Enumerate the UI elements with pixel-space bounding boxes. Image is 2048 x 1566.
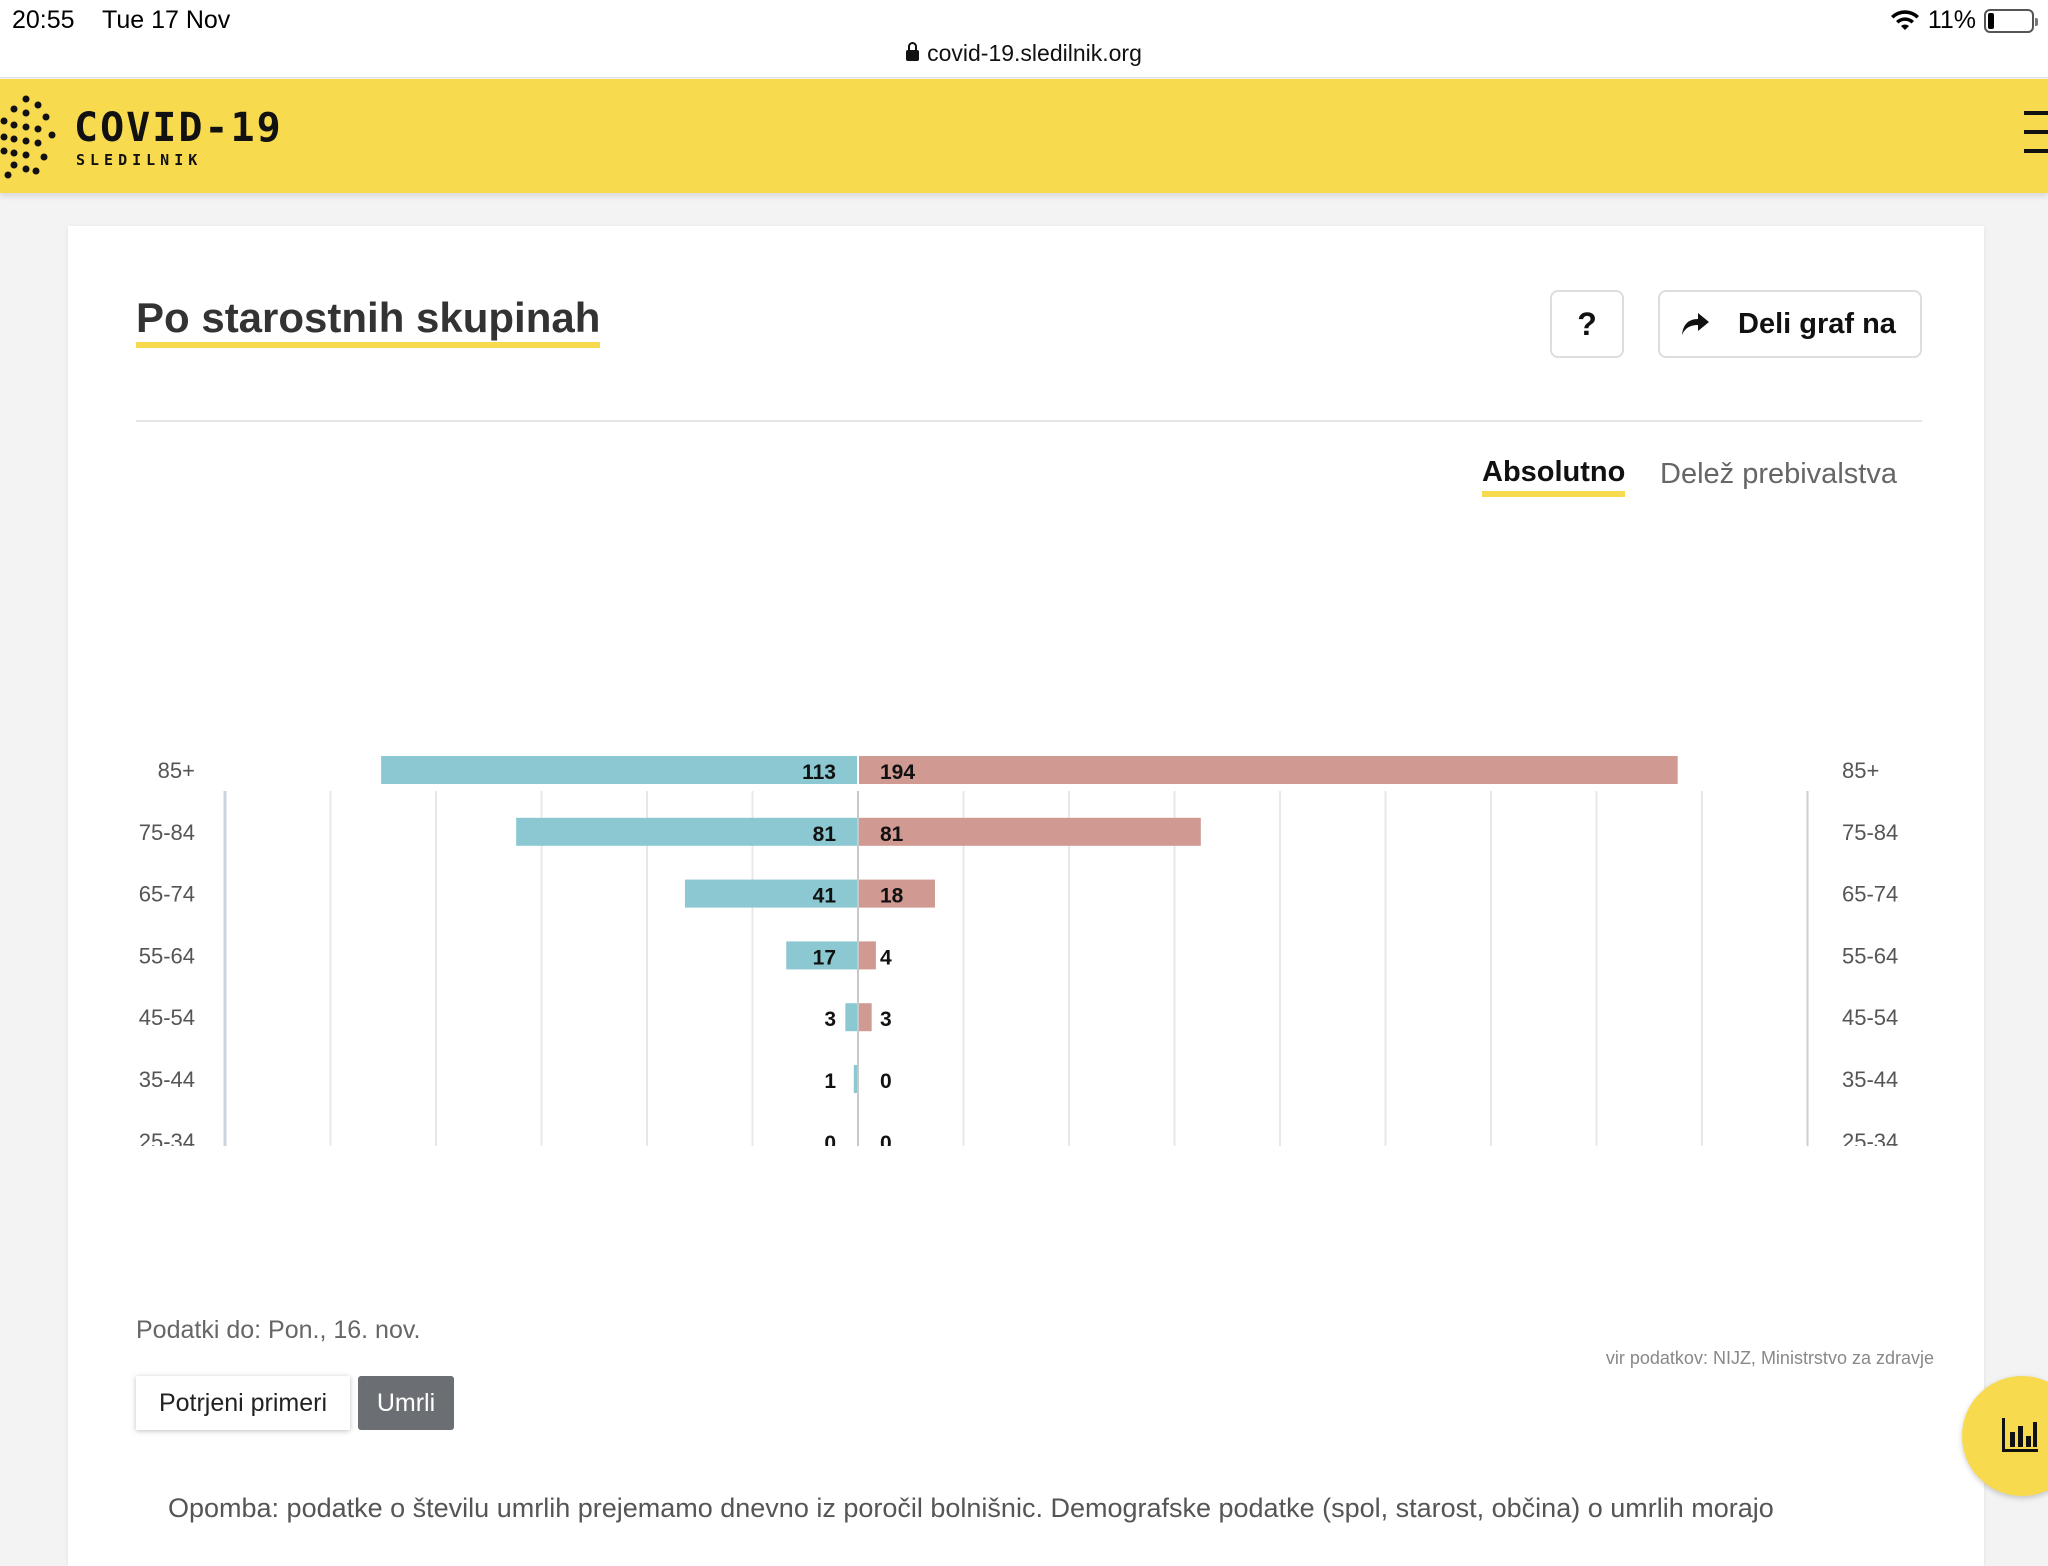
bar-moski	[381, 756, 857, 784]
url-text: covid-19.sledilnik.org	[927, 40, 1142, 66]
help-button[interactable]: ?	[1550, 290, 1624, 358]
y-tick-label-right: 75-84	[1842, 820, 1898, 845]
data-label-moski: 17	[813, 946, 836, 969]
battery-icon	[1984, 8, 2038, 33]
data-label-zenske: 194	[880, 761, 915, 784]
y-tick-label-left: 85+	[158, 758, 195, 783]
share-arrow-icon	[1682, 313, 1709, 335]
bar-moski	[516, 817, 857, 846]
bar-zenske	[859, 879, 935, 908]
data-label-moski: 81	[813, 823, 837, 846]
bar-moski	[786, 941, 857, 970]
data-label-moski: 113	[802, 761, 836, 784]
y-tick-label-right: 35-44	[1842, 1067, 1898, 1092]
data-label-zenske: 18	[880, 885, 904, 908]
logo-title[interactable]: COVID-19	[74, 105, 283, 151]
data-label-moski: 1	[824, 1070, 836, 1093]
y-tick-label-right: 55-64	[1842, 943, 1898, 968]
status-bar: 20:55 Tue 17 Nov 11% covid-19.sledilnik.…	[0, 0, 2048, 78]
status-time: 20:55	[12, 6, 75, 34]
bar-zenske	[859, 817, 1201, 846]
data-label-zenske: 0	[880, 1132, 892, 1146]
potrjeni-primeri-button[interactable]: Potrjeni primeri	[136, 1376, 350, 1430]
bar-zenske	[859, 941, 876, 970]
bar-moski	[845, 1003, 857, 1032]
lock-icon	[906, 42, 920, 61]
data-label-moski: 41	[813, 885, 837, 908]
menu-icon[interactable]	[2024, 111, 2048, 157]
url-bar[interactable]: covid-19.sledilnik.org	[0, 40, 2048, 67]
y-tick-label-right: 65-74	[1842, 882, 1898, 907]
data-label-moski: 3	[824, 1008, 836, 1031]
data-label-zenske: 3	[880, 1008, 892, 1031]
tab-delez-prebivalstva[interactable]: Delež prebivalstva	[1660, 458, 1897, 490]
bar-moski	[684, 879, 857, 908]
data-label-moski: 0	[824, 1132, 836, 1146]
card-title: Po starostnih skupinah	[136, 295, 601, 349]
bar-moski	[853, 1065, 857, 1093]
y-tick-label-right: 45-54	[1842, 1005, 1898, 1030]
data-label-zenske: 4	[880, 946, 892, 969]
y-tick-label-left: 45-54	[139, 1005, 195, 1030]
bar-zenske	[859, 1003, 872, 1032]
tab-absolutno[interactable]: Absolutno	[1482, 456, 1626, 497]
title-divider	[136, 420, 1922, 422]
y-tick-label-right: 85+	[1842, 758, 1879, 783]
chart-card: Po starostnih skupinah ? Deli graf na Ab…	[68, 226, 1984, 1566]
umrli-button[interactable]: Umrli	[358, 1376, 454, 1430]
note-text: Opomba: podatke o številu umrlih prejema…	[168, 1493, 1774, 1523]
y-tick-label-left: 25-34	[139, 1129, 195, 1146]
chart-menu-fab[interactable]	[1962, 1376, 2048, 1496]
logo-subtitle[interactable]: SLEDILNIK	[76, 151, 203, 169]
data-label-zenske: 0	[880, 1070, 892, 1093]
y-tick-label-left: 65-74	[139, 882, 195, 907]
site-header: COVID-19 SLEDILNIK	[0, 79, 2048, 193]
wifi-icon	[1890, 9, 1919, 30]
data-source: vir podatkov: NIJZ, Ministrstvo za zdrav…	[1605, 1348, 1934, 1368]
battery-percent: 11%	[1927, 6, 1976, 34]
age-group-chart: 1501251007550250255075100125150175200225…	[139, 756, 1898, 1146]
data-label-zenske: 81	[880, 823, 904, 846]
y-tick-label-left: 55-64	[139, 943, 195, 968]
share-button[interactable]: Deli graf na	[1658, 290, 1922, 358]
bar-chart-icon	[2002, 1418, 2038, 1452]
status-date: Tue 17 Nov	[102, 6, 231, 34]
bar-zenske	[859, 756, 1678, 784]
status-right: 11%	[1890, 6, 2038, 35]
y-tick-label-right: 25-34	[1842, 1129, 1898, 1146]
share-button-label: Deli graf na	[1738, 307, 1896, 340]
data-until: Podatki do: Pon., 16. nov.	[136, 1316, 421, 1344]
y-tick-label-left: 35-44	[139, 1067, 195, 1092]
logo-dots-icon[interactable]	[0, 95, 56, 179]
y-tick-label-left: 75-84	[139, 820, 195, 845]
